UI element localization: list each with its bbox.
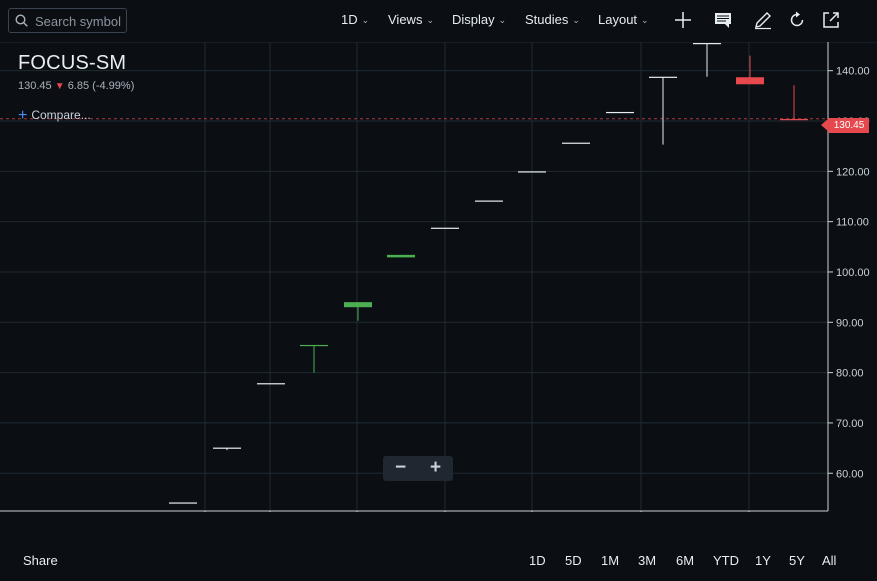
- candle-body: [736, 77, 764, 85]
- interval-dropdown[interactable]: 1D ⌄: [341, 12, 369, 27]
- range-ytd[interactable]: YTD: [713, 553, 739, 568]
- zoom-in-button[interactable]: +: [429, 457, 442, 478]
- share-button[interactable]: Share: [23, 553, 58, 568]
- price-chart[interactable]: 60.00 70.00 80.00 90.00 100.00 110.00 120.00 13…: [0, 42, 877, 512]
- display-label: Display: [452, 12, 495, 27]
- candle-body: [562, 142, 590, 144]
- candle-body: [257, 383, 285, 385]
- candle: [431, 227, 459, 229]
- candle-body: [693, 43, 721, 45]
- candle: [562, 142, 590, 144]
- layout-dropdown[interactable]: Layout ⌄: [598, 12, 649, 27]
- last-price: 130.45: [18, 80, 52, 92]
- popout-icon[interactable]: [821, 10, 841, 30]
- change-percent: (-4.99%): [92, 80, 135, 92]
- candle-body: [169, 502, 197, 504]
- arrow-down-icon: ▼: [54, 81, 65, 92]
- reset-icon[interactable]: [787, 10, 807, 30]
- display-dropdown[interactable]: Display ⌄: [452, 12, 506, 27]
- y-tick-label: 70.00: [836, 418, 864, 430]
- notes-icon[interactable]: [713, 10, 733, 30]
- change-value: 6.85: [67, 80, 90, 92]
- last-price-tag: 130.45: [821, 118, 869, 133]
- search-icon: [15, 14, 28, 27]
- plus-icon: +: [18, 107, 28, 124]
- zoom-controls: − +: [383, 456, 453, 481]
- crosshair-icon[interactable]: [673, 10, 693, 30]
- range-1y[interactable]: 1Y: [755, 553, 771, 568]
- range-6m[interactable]: 6M: [676, 553, 695, 568]
- y-tick-label: 80.00: [836, 368, 864, 380]
- candle-body: [344, 302, 372, 308]
- chart-grid: [0, 42, 877, 511]
- y-tick-label: 90.00: [836, 317, 864, 329]
- candle: [169, 502, 197, 504]
- studies-dropdown[interactable]: Studies ⌄: [525, 12, 580, 27]
- candle: [693, 43, 721, 77]
- chevron-down-icon: ⌄: [426, 15, 434, 25]
- y-tick-label: 120.00: [836, 166, 870, 178]
- candle-body: [431, 227, 459, 229]
- candle-body: [475, 200, 503, 202]
- candle-body: [518, 171, 546, 173]
- range-1m[interactable]: 1M: [601, 553, 620, 568]
- draw-icon[interactable]: [753, 10, 773, 30]
- range-1d[interactable]: 1D: [529, 553, 546, 568]
- compare-button[interactable]: + Compare...: [18, 107, 91, 125]
- candle: [606, 111, 634, 114]
- bottom-bar: Share 1D 5D 1M 3M 6M YTD 1Y 5Y All: [0, 540, 877, 581]
- candle-body: [649, 76, 677, 78]
- interval-label: 1D: [341, 12, 358, 27]
- range-all[interactable]: All: [822, 553, 837, 568]
- candle: [649, 76, 677, 145]
- y-axis: 60.0070.0080.0090.00100.00110.00120.0013…: [827, 42, 870, 511]
- studies-label: Studies: [525, 12, 569, 27]
- search-box[interactable]: [8, 8, 127, 33]
- search-input[interactable]: [35, 12, 125, 30]
- y-tick-label: 140.00: [836, 66, 870, 78]
- y-tick-label: 100.00: [836, 267, 870, 279]
- compare-label: Compare...: [31, 108, 91, 122]
- candle: [387, 254, 415, 258]
- x-axis: 1618202426May4: [0, 510, 828, 512]
- top-toolbar: 1D⌄ Views⌄ Display⌄ Studies⌄ Layout⌄: [0, 0, 877, 42]
- chevron-down-icon: ⌄: [361, 15, 370, 25]
- quote-line: 130.45 ▼ 6.85 (-4.99%): [18, 80, 134, 92]
- candle-body: [387, 254, 415, 258]
- candle-body: [213, 447, 241, 449]
- candle: [257, 383, 285, 385]
- chevron-down-icon: ⌄: [641, 15, 649, 25]
- candles-layer: [169, 43, 808, 504]
- views-label: Views: [388, 12, 423, 27]
- candle: [780, 85, 808, 121]
- y-tick-label: 60.00: [836, 468, 864, 480]
- range-5d[interactable]: 5D: [565, 553, 582, 568]
- chevron-down-icon: ⌄: [572, 15, 580, 25]
- layout-label: Layout: [598, 12, 638, 27]
- range-5y[interactable]: 5Y: [789, 553, 805, 568]
- candle: [736, 55, 764, 85]
- views-dropdown[interactable]: Views ⌄: [388, 12, 434, 27]
- candle-body: [780, 118, 808, 121]
- range-3m[interactable]: 3M: [638, 553, 657, 568]
- y-tick-label: 110.00: [836, 217, 869, 229]
- candle-body: [606, 111, 634, 114]
- candle: [300, 344, 328, 373]
- candle: [518, 171, 546, 173]
- candle: [344, 302, 372, 321]
- candle: [213, 447, 241, 451]
- symbol-name: FOCUS-SM: [18, 52, 127, 74]
- candle-body: [300, 344, 328, 347]
- zoom-out-button[interactable]: −: [394, 457, 407, 478]
- chevron-down-icon: ⌄: [498, 15, 507, 25]
- candle: [475, 200, 503, 202]
